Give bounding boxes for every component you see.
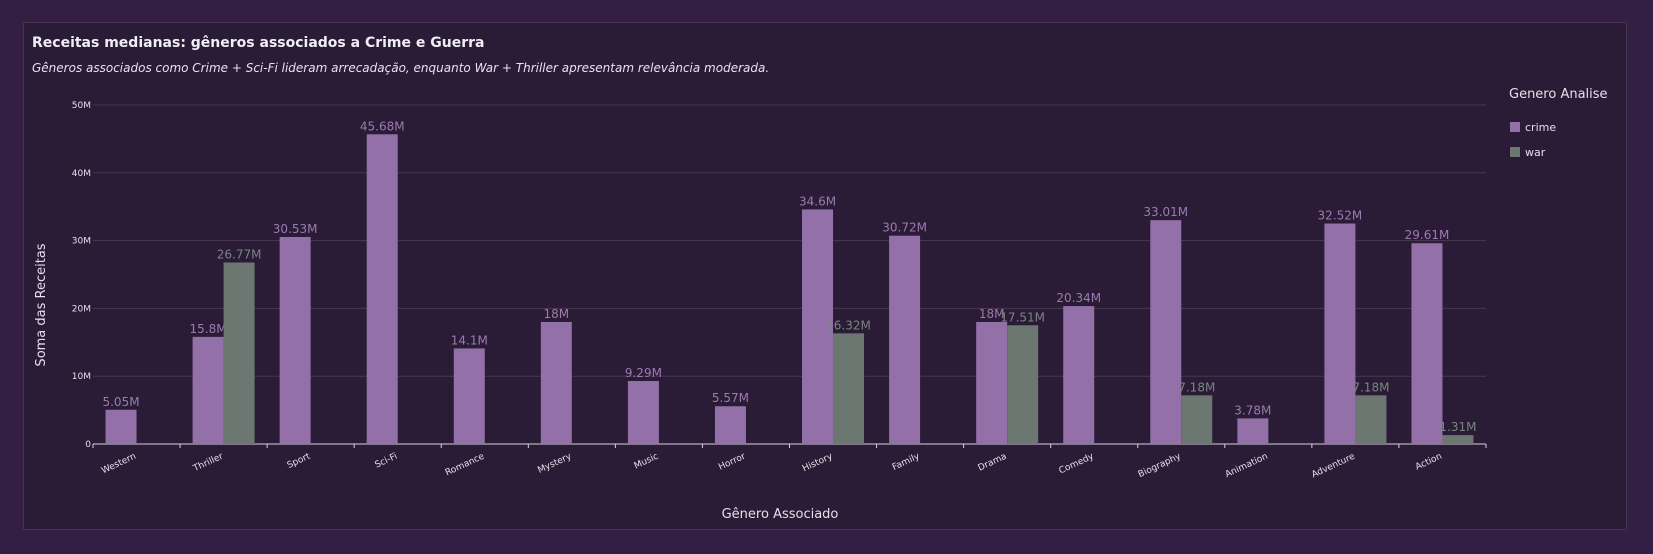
x-tick-label: Adventure [1310,451,1357,480]
data-label-crime: 18M [544,307,570,321]
x-tick-label: Animation [1224,452,1270,480]
x-tick-label: Thriller [191,452,225,475]
x-tick-label: Music [633,452,660,472]
bar-crime-drama[interactable] [976,321,1008,444]
bar-crime-family[interactable] [889,235,921,444]
y-tick-label: 20M [72,304,91,314]
data-label-crime: 45.68M [360,119,405,133]
bar-crime-horror[interactable] [714,406,746,444]
bar-crime-thriller[interactable] [192,336,224,444]
legend-swatch-war[interactable] [1510,147,1520,157]
x-tick-label: Sport [286,451,313,470]
x-axis-title: Gênero Associado [722,507,839,522]
data-label-crime: 34.6M [799,194,836,208]
x-tick-label: History [801,451,835,474]
legend-swatch-crime[interactable] [1510,122,1520,132]
y-tick-label: 30M [72,237,91,247]
legend-title: Genero Analise [1509,87,1608,102]
legend-label-crime[interactable]: crime [1525,121,1556,134]
x-tick-label: Comedy [1058,451,1096,476]
bar-war-adventure[interactable] [1355,395,1387,444]
x-tick-label: Western [100,452,138,477]
chart-title: Receitas medianas: gêneros associados a … [32,35,485,51]
x-tick-label: Sci-Fi [374,452,399,471]
y-tick-label: 50M [72,101,91,111]
bar-crime-sci-fi[interactable] [366,134,398,444]
bar-war-thriller[interactable] [223,262,255,444]
bar-crime-sport[interactable] [279,237,311,444]
x-tick-label: Action [1414,452,1444,473]
bar-crime-history[interactable] [802,209,834,444]
data-label-crime: 20.34M [1056,291,1101,305]
bar-crime-action[interactable] [1411,243,1443,444]
data-label-war: 7.18M [1352,380,1389,394]
x-tick-label: Mystery [536,451,573,476]
data-label-war: 7.18M [1178,380,1215,394]
bar-crime-romance[interactable] [453,348,485,444]
bar-crime-western[interactable] [105,409,137,444]
y-tick-label: 10M [72,372,91,382]
data-label-crime: 30.72M [882,221,927,235]
bar-crime-biography[interactable] [1150,220,1182,444]
y-tick-label: 0 [85,440,91,450]
bar-war-history[interactable] [833,333,865,444]
y-tick-label: 40M [72,169,91,179]
data-label-crime: 18M [979,307,1005,321]
x-tick-label: Romance [444,451,487,478]
bar-crime-comedy[interactable] [1063,306,1095,444]
y-axis-title: Soma das Receitas [34,243,49,366]
x-tick-label: Horror [717,452,747,473]
data-label-crime: 9.29M [625,366,662,380]
chart-subtitle: Gêneros associados como Crime + Sci-Fi l… [32,61,770,75]
bar-crime-animation[interactable] [1237,418,1269,444]
bar-war-action[interactable] [1442,435,1474,444]
bar-war-biography[interactable] [1181,395,1213,444]
bar-crime-adventure[interactable] [1324,223,1356,444]
bar-war-drama[interactable] [1007,325,1039,444]
x-tick-label: Family [891,451,922,473]
data-label-war: 26.77M [217,247,262,261]
legend-label-war[interactable]: war [1525,146,1546,159]
data-label-crime: 5.05M [102,395,139,409]
data-label-crime: 14.1M [451,333,488,347]
x-tick-label: Drama [977,452,1009,474]
data-label-crime: 32.52M [1318,209,1363,223]
data-label-crime: 33.01M [1143,205,1188,219]
bar-crime-music[interactable] [627,381,659,444]
data-label-crime: 5.57M [712,391,749,405]
data-label-war: 16.32M [826,318,871,332]
data-label-crime: 15.8M [190,322,227,336]
data-label-war: 1.31M [1439,420,1476,434]
bar-crime-mystery[interactable] [540,321,572,444]
data-label-crime: 3.78M [1234,403,1271,417]
data-label-crime: 29.61M [1405,228,1450,242]
x-tick-label: Biography [1137,451,1183,480]
data-label-war: 17.51M [1000,310,1045,324]
data-label-crime: 30.53M [273,222,318,236]
